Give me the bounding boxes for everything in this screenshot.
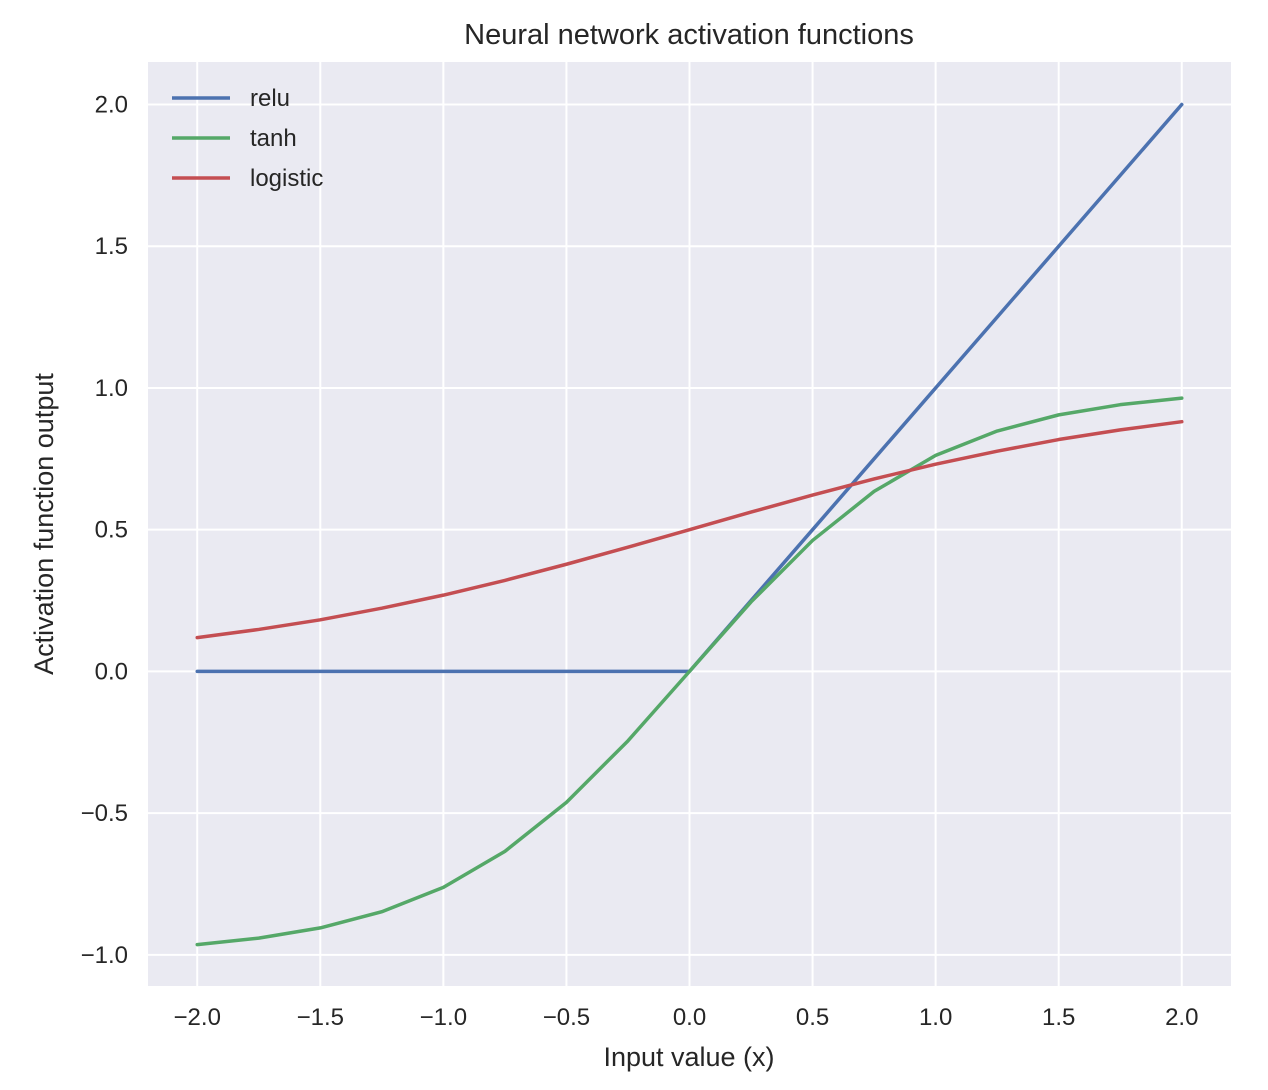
y-tick-label: 2.0 — [95, 92, 128, 119]
x-tick-label: 0.0 — [673, 1004, 706, 1031]
x-tick-label: −1.0 — [420, 1004, 467, 1031]
y-tick-label: −0.5 — [81, 800, 128, 827]
y-tick-label: 0.5 — [95, 517, 128, 544]
grid-lines — [148, 62, 1231, 986]
x-tick-label: 2.0 — [1165, 1004, 1198, 1031]
series-line-logistic — [195, 419, 1184, 640]
y-axis-label: Activation function output — [29, 373, 59, 675]
y-tick-label: 0.0 — [95, 658, 128, 685]
x-tick-label: 1.0 — [919, 1004, 952, 1031]
legend-label-logistic: logistic — [250, 165, 323, 192]
x-tick-label: −2.0 — [174, 1004, 221, 1031]
x-tick-label: −0.5 — [543, 1004, 590, 1031]
x-axis-ticks: −2.0 −1.5 −1.0 −0.5 0.0 0.5 1.0 1.5 2.0 — [174, 1004, 1199, 1031]
y-tick-label: 1.5 — [95, 233, 128, 260]
x-tick-label: −1.5 — [297, 1004, 344, 1031]
y-axis-ticks: −1.0 −0.5 0.0 0.5 1.0 1.5 2.0 — [81, 92, 128, 969]
series-lines — [195, 102, 1184, 947]
x-tick-label: 1.5 — [1042, 1004, 1075, 1031]
legend-label-relu: relu — [250, 85, 290, 112]
chart-title: Neural network activation functions — [464, 19, 914, 51]
y-tick-label: 1.0 — [95, 375, 128, 402]
x-tick-label: 0.5 — [796, 1004, 829, 1031]
legend-label-tanh: tanh — [250, 125, 297, 152]
y-tick-label: −1.0 — [81, 942, 128, 969]
series-line-tanh — [195, 396, 1184, 947]
x-axis-label: Input value (x) — [603, 1042, 774, 1072]
legend: relu tanh logistic — [172, 85, 323, 192]
